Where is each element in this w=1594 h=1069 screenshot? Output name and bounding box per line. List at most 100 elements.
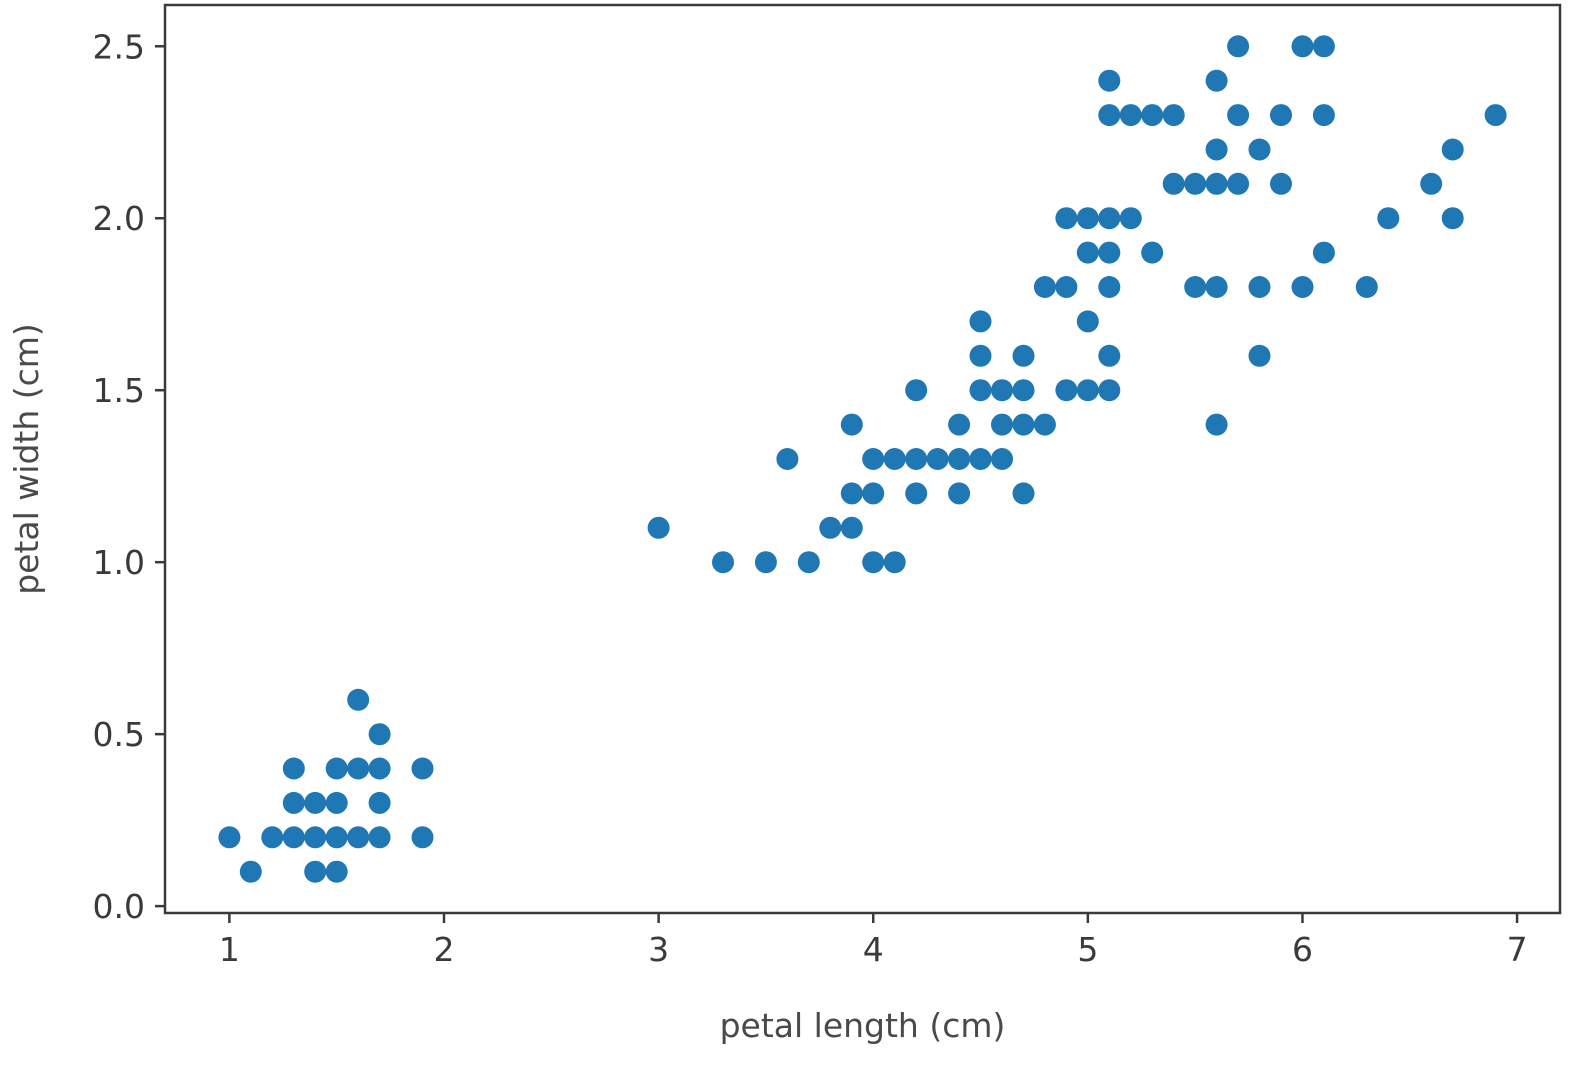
- data-point: [282, 826, 305, 849]
- data-point: [1205, 138, 1228, 161]
- data-point: [1227, 35, 1250, 58]
- data-point: [1055, 207, 1078, 230]
- data-point: [1098, 276, 1121, 298]
- data-point: [948, 448, 971, 470]
- data-point: [1098, 104, 1121, 127]
- data-point: [969, 310, 992, 333]
- data-point: [304, 791, 327, 814]
- data-point: [1205, 69, 1228, 92]
- data-point: [1312, 35, 1335, 58]
- y-axis-ticks: 0.0 0.5 1.0 1.5 2.0 2.5: [93, 27, 165, 926]
- data-point: [1270, 104, 1292, 127]
- y-tick-label: 2.5: [93, 27, 145, 66]
- data-point: [862, 551, 885, 574]
- y-axis-label: petal width (cm): [7, 323, 46, 595]
- data-point: [1012, 413, 1035, 436]
- data-point: [905, 448, 928, 470]
- data-point: [1098, 379, 1121, 402]
- data-point: [1141, 104, 1164, 127]
- data-point: [1205, 413, 1228, 436]
- data-point: [926, 448, 949, 470]
- data-point: [1312, 241, 1335, 264]
- data-point: [712, 551, 734, 574]
- x-tick-label: 4: [863, 930, 884, 969]
- data-point: [239, 860, 262, 883]
- data-point: [948, 482, 971, 505]
- data-point: [368, 826, 391, 849]
- data-point: [1033, 413, 1056, 436]
- data-point: [347, 688, 370, 711]
- x-tick-label: 3: [648, 930, 669, 969]
- data-point: [1098, 241, 1121, 264]
- data-point: [1076, 310, 1099, 333]
- data-point: [368, 757, 391, 780]
- data-point: [282, 757, 305, 780]
- data-point: [1248, 344, 1271, 367]
- data-point: [1355, 276, 1378, 298]
- data-point: [883, 448, 906, 470]
- x-axis-label: petal length (cm): [720, 1006, 1006, 1045]
- x-tick-label: 7: [1507, 930, 1528, 969]
- data-point: [840, 413, 863, 436]
- data-point: [1055, 276, 1078, 298]
- data-point: [347, 826, 370, 849]
- data-point: [1205, 276, 1228, 298]
- data-point: [325, 826, 348, 849]
- data-point: [969, 379, 992, 402]
- data-point: [1098, 69, 1121, 92]
- x-tick-label: 6: [1292, 930, 1313, 969]
- data-point: [1377, 207, 1400, 230]
- data-point: [1162, 172, 1185, 195]
- data-point: [347, 757, 370, 780]
- data-point: [1162, 104, 1185, 127]
- data-point: [969, 448, 992, 470]
- data-point: [304, 826, 327, 849]
- y-tick-label: 1.0: [93, 543, 145, 582]
- data-point: [325, 860, 348, 883]
- data-point: [1055, 379, 1078, 402]
- data-point: [1441, 207, 1464, 230]
- data-point: [411, 757, 434, 780]
- data-point: [1012, 482, 1035, 505]
- data-point: [1184, 172, 1207, 195]
- data-point: [1420, 172, 1443, 195]
- data-point: [797, 551, 820, 574]
- x-tick-label: 5: [1077, 930, 1098, 969]
- data-point: [368, 723, 391, 746]
- data-point: [1098, 344, 1121, 367]
- data-point: [969, 344, 992, 367]
- data-point: [1012, 344, 1035, 367]
- data-point: [1248, 138, 1271, 161]
- data-point: [1119, 207, 1142, 230]
- data-point: [1441, 138, 1464, 161]
- data-point: [776, 448, 799, 470]
- data-point: [948, 413, 971, 436]
- y-tick-label: 1.5: [93, 371, 145, 410]
- data-point: [1076, 241, 1099, 264]
- data-point: [1291, 276, 1314, 298]
- data-point: [862, 448, 885, 470]
- data-point: [1270, 172, 1292, 195]
- data-point: [325, 757, 348, 780]
- data-point: [261, 826, 284, 849]
- data-point: [1291, 35, 1314, 58]
- data-point: [991, 413, 1013, 436]
- data-point: [862, 482, 885, 505]
- data-point: [282, 791, 305, 814]
- y-tick-label: 0.0: [93, 887, 145, 926]
- data-point: [1248, 276, 1271, 298]
- data-point: [1119, 104, 1142, 127]
- data-point: [368, 791, 391, 814]
- y-tick-label: 2.0: [93, 199, 145, 238]
- x-tick-label: 1: [219, 930, 240, 969]
- data-point: [1227, 104, 1250, 127]
- data-point: [1227, 172, 1250, 195]
- data-point: [1076, 207, 1099, 230]
- data-point: [1076, 379, 1099, 402]
- x-axis-ticks: 1 2 3 4 5 6 7: [219, 913, 1528, 969]
- data-point: [991, 379, 1013, 402]
- data-point: [218, 826, 241, 849]
- data-point: [819, 516, 842, 539]
- data-points: [218, 35, 1507, 883]
- data-point: [411, 826, 434, 849]
